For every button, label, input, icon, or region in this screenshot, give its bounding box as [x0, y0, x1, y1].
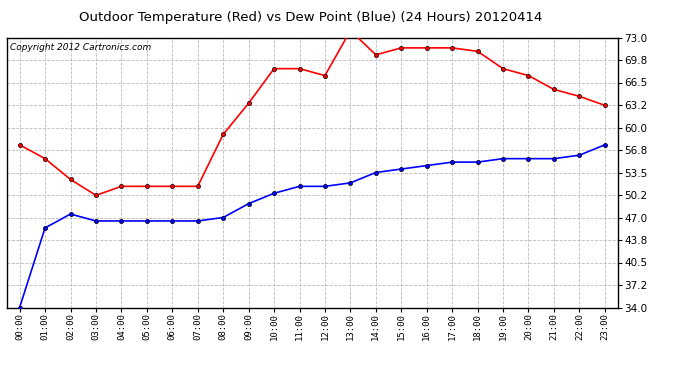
Text: Copyright 2012 Cartronics.com: Copyright 2012 Cartronics.com	[10, 43, 151, 52]
Text: Outdoor Temperature (Red) vs Dew Point (Blue) (24 Hours) 20120414: Outdoor Temperature (Red) vs Dew Point (…	[79, 11, 542, 24]
